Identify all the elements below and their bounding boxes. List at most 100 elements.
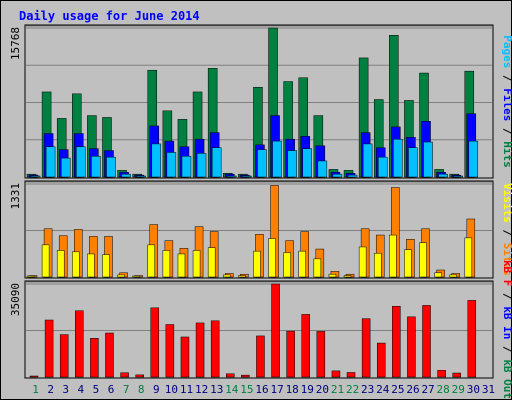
bar-visits bbox=[147, 244, 156, 278]
axis-legend-part: kB In bbox=[501, 306, 512, 339]
bar-pages bbox=[151, 143, 162, 178]
bar-visits bbox=[72, 251, 80, 278]
bar-kb-f bbox=[331, 370, 341, 378]
bar-kb-f bbox=[44, 319, 54, 378]
bar-pages bbox=[227, 175, 237, 178]
day-label: 14 bbox=[225, 383, 239, 396]
bar-visits bbox=[87, 253, 95, 278]
day-label: 12 bbox=[195, 383, 208, 396]
bar-kb-f bbox=[180, 336, 190, 378]
day-label: 2 bbox=[47, 383, 54, 396]
bar-visits bbox=[132, 275, 140, 278]
bar-kb-f bbox=[165, 324, 175, 378]
bar-visits bbox=[434, 272, 442, 278]
bar-pages bbox=[211, 147, 222, 178]
bar-visits bbox=[283, 252, 291, 278]
day-label: 4 bbox=[78, 383, 85, 396]
day-label: 22 bbox=[346, 383, 359, 396]
bar-kb-f bbox=[226, 373, 235, 378]
axis-legend-part: / bbox=[501, 223, 512, 243]
bar-pages bbox=[166, 152, 177, 178]
y-max-label: 1331 bbox=[9, 183, 22, 210]
bar-kb-f bbox=[135, 374, 144, 378]
bar-pages bbox=[423, 141, 433, 178]
day-label: 8 bbox=[138, 383, 145, 396]
bar-visits bbox=[404, 249, 412, 278]
bar-pages bbox=[287, 150, 297, 178]
day-label: 27 bbox=[421, 383, 434, 396]
bar-kb-f bbox=[29, 375, 39, 378]
day-label: 17 bbox=[270, 383, 283, 396]
axis-legend: Pages / Files / Hits bbox=[501, 35, 512, 168]
bar-pages bbox=[121, 173, 131, 178]
bar-visits bbox=[253, 250, 261, 278]
bar-pages bbox=[468, 140, 479, 178]
bar-pages bbox=[347, 174, 358, 178]
bar-pages bbox=[181, 155, 192, 178]
day-label: 23 bbox=[361, 383, 374, 396]
bar-kb-f bbox=[361, 318, 371, 378]
bar-visits bbox=[358, 246, 367, 278]
bar-visits bbox=[223, 274, 231, 278]
bar-kb-f bbox=[241, 374, 250, 378]
day-label: 1 bbox=[32, 383, 39, 396]
bar-pages bbox=[272, 140, 282, 178]
day-label: 30 bbox=[467, 383, 480, 396]
bar-kb-f bbox=[316, 331, 326, 378]
bar-pages bbox=[438, 173, 448, 178]
axis-legend-part: / bbox=[501, 68, 512, 88]
day-label: 6 bbox=[108, 383, 115, 396]
bar-pages bbox=[257, 149, 267, 178]
bar-kb-f bbox=[210, 320, 220, 378]
bar-visits bbox=[41, 244, 50, 278]
bar-kb-f bbox=[256, 335, 265, 378]
y-max-label: 15768 bbox=[9, 27, 22, 60]
bar-pages bbox=[408, 147, 418, 178]
axis-legend-part: Files bbox=[501, 88, 512, 121]
bar-visits bbox=[343, 275, 352, 278]
bar-pages bbox=[30, 175, 41, 178]
axis-legend-part: Sites bbox=[501, 243, 512, 276]
bar-visits bbox=[328, 273, 337, 278]
bar-kb-f bbox=[392, 305, 401, 378]
bar-pages bbox=[60, 157, 71, 178]
bar-visits bbox=[464, 237, 473, 278]
bar-pages bbox=[302, 148, 312, 178]
bar-kb-f bbox=[120, 372, 129, 378]
bar-kb-f bbox=[286, 330, 295, 378]
day-label: 15 bbox=[240, 383, 253, 396]
bar-kb-f bbox=[346, 372, 356, 378]
bar-kb-f bbox=[195, 322, 205, 378]
day-label: 11 bbox=[180, 383, 193, 396]
bar-kb-f bbox=[105, 332, 114, 378]
bar-visits bbox=[298, 250, 306, 278]
axis-legend-part: / bbox=[501, 286, 512, 306]
bar-visits bbox=[268, 238, 276, 278]
day-label: 9 bbox=[153, 383, 160, 396]
bar-visits bbox=[102, 254, 110, 278]
axis-legend-part: / bbox=[501, 121, 512, 141]
bar-kb-f bbox=[437, 370, 446, 378]
bar-pages bbox=[196, 153, 207, 178]
chart-title: Daily usage for June 2014 bbox=[19, 9, 200, 23]
day-label: 31 bbox=[482, 383, 495, 396]
day-label: 26 bbox=[406, 383, 419, 396]
day-label: 24 bbox=[376, 383, 390, 396]
bar-kb-f bbox=[150, 307, 160, 378]
bar-kb-f bbox=[301, 314, 310, 378]
bar-visits bbox=[162, 250, 171, 278]
axis-legend-part: kB Out bbox=[501, 359, 512, 399]
bar-kb-f bbox=[407, 316, 416, 378]
day-label: 20 bbox=[316, 383, 329, 396]
bar-visits bbox=[117, 274, 125, 278]
day-label: 5 bbox=[93, 383, 100, 396]
y-max-label: 35090 bbox=[9, 283, 22, 316]
day-label: 10 bbox=[165, 383, 178, 396]
bar-kb-f bbox=[467, 300, 477, 378]
bar-visits bbox=[56, 250, 65, 278]
bar-pages bbox=[332, 173, 343, 178]
day-label: 18 bbox=[286, 383, 299, 396]
bar-visits bbox=[389, 234, 397, 278]
